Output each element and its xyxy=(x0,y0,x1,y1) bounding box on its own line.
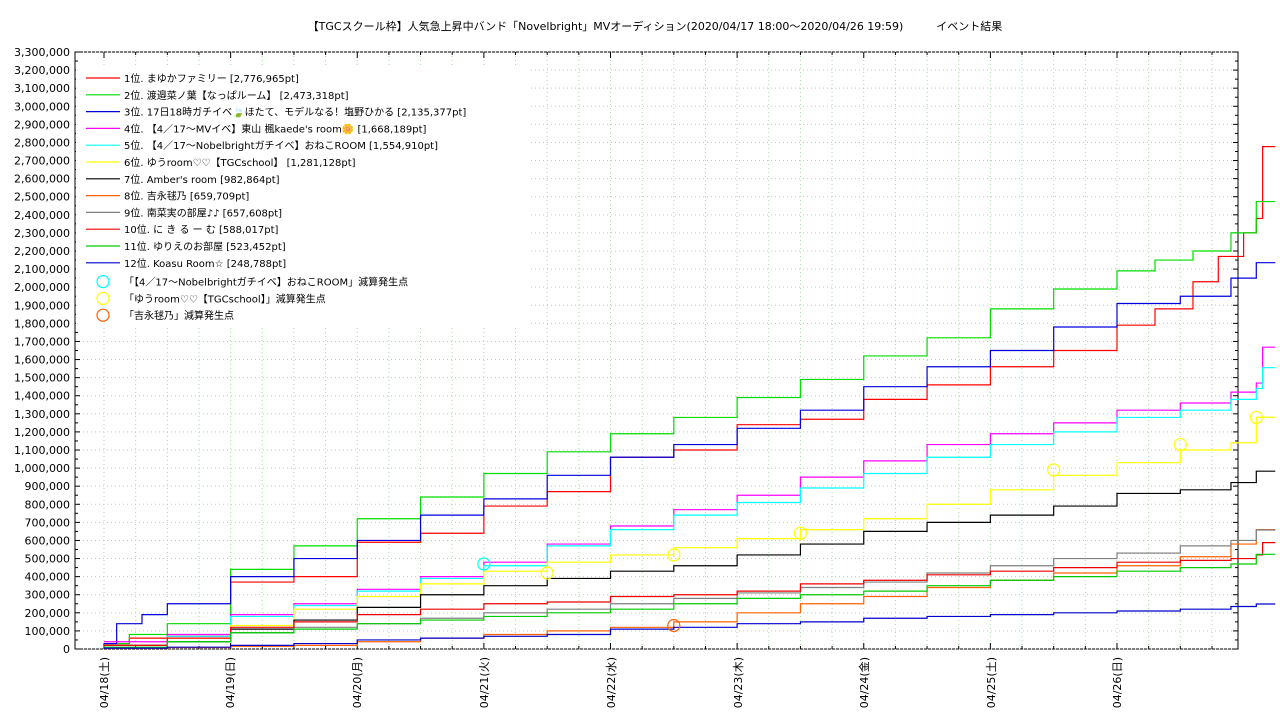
y-tick-label: 100,000 xyxy=(25,625,71,638)
marker-point-2 xyxy=(1249,410,1263,425)
y-tick-label: 1,900,000 xyxy=(14,299,70,312)
y-tick-label: 1,700,000 xyxy=(14,335,70,348)
legend-entry: 10位. に き る ー む [588,017pt] xyxy=(124,223,278,236)
x-tick-label: 04/19(日) xyxy=(224,657,237,708)
legend-entry: 8位. 吉永毬乃 [659,709pt] xyxy=(124,190,249,203)
legend-entry: 7位. Amber's room [982,864pt] xyxy=(124,173,280,186)
y-tick-label: 600,000 xyxy=(25,534,71,547)
legend-entry: 6位. ゆうroom♡♡【TGCschool】 [1,281,128pt] xyxy=(124,156,356,169)
y-tick-label: 200,000 xyxy=(25,607,71,620)
legend-entry: 9位. 南菜実の部屋♪♪ [657,608pt] xyxy=(124,206,282,219)
y-tick-label: 3,300,000 xyxy=(14,46,70,59)
y-tick-label: 900,000 xyxy=(25,480,71,493)
y-tick-label: 1,300,000 xyxy=(14,408,70,421)
legend-entry: 11位. ゆりえのお部屋 [523,452pt] xyxy=(124,240,286,253)
y-tick-label: 2,600,000 xyxy=(14,173,70,186)
marker-point-3 xyxy=(667,618,681,633)
marker-point-2 xyxy=(667,548,681,562)
series-line-11 xyxy=(104,553,1276,648)
x-tick-label: 04/20(月) xyxy=(351,657,364,708)
y-tick-label: 2,800,000 xyxy=(14,136,70,149)
series-line-3 xyxy=(104,262,1276,645)
y-tick-label: 3,100,000 xyxy=(14,82,70,95)
y-tick-label: 2,700,000 xyxy=(14,155,70,168)
y-tick-label: 3,200,000 xyxy=(14,64,70,77)
legend-marker-swatch xyxy=(96,291,110,305)
y-tick-label: 3,000,000 xyxy=(14,100,70,113)
y-tick-label: 300,000 xyxy=(25,589,71,602)
legend-entry: 2位. 渡邉菜ノ葉【なっぱルーム】 [2,473,318pt] xyxy=(124,89,349,102)
series-line-6 xyxy=(104,416,1276,646)
series-line-5 xyxy=(104,367,1276,646)
series-line-4 xyxy=(104,346,1276,643)
x-tick-label: 04/18(土) xyxy=(98,657,111,708)
legend-entry: 「吉永毬乃」減算発生点 xyxy=(124,309,234,322)
chart-title: 【TGCスクール枠】人気急上昇中バンド「Novelbright」MVオーディショ… xyxy=(307,20,1003,33)
legend-marker-swatch xyxy=(96,275,110,289)
legend-entry: 4位. 【4／17〜MVイベ】東山 楓kaede's room🌼 [1,668,… xyxy=(124,122,427,135)
y-tick-label: 2,000,000 xyxy=(14,281,70,294)
y-tick-label: 2,900,000 xyxy=(14,118,70,131)
legend-entry: 「ゆうroom♡♡【TGCschool】」減算発生点 xyxy=(124,292,326,305)
x-tick-label: 04/26(日) xyxy=(1111,657,1124,708)
x-tick-label: 04/22(水) xyxy=(605,657,618,708)
marker-point-2 xyxy=(793,526,808,540)
y-tick-label: 1,200,000 xyxy=(14,426,70,439)
y-tick-label: 1,400,000 xyxy=(14,390,70,403)
y-tick-label: 2,400,000 xyxy=(14,209,70,222)
series-line-12 xyxy=(104,603,1276,649)
y-tick-label: 400,000 xyxy=(25,571,71,584)
x-tick-label: 04/25(土) xyxy=(985,657,998,708)
x-tick-label: 04/23(木) xyxy=(732,657,745,708)
marker-point-2 xyxy=(1173,437,1187,452)
legend-entry: 「【4／17〜Nobelbrightガチイベ】おねこROOM」減算発生点 xyxy=(124,276,408,289)
series-line-7 xyxy=(104,470,1276,646)
legend-marker-swatch xyxy=(96,308,110,322)
y-tick-label: 2,500,000 xyxy=(14,191,70,204)
y-tick-label: 1,100,000 xyxy=(14,444,70,457)
y-tick-label: 1,600,000 xyxy=(14,354,70,367)
y-tick-label: 700,000 xyxy=(25,516,71,529)
marker-point-2 xyxy=(540,566,554,580)
legend-background xyxy=(76,66,531,328)
marker-point-2 xyxy=(1047,463,1061,477)
y-tick-label: 500,000 xyxy=(25,553,71,566)
legend-entry: 5位. 【4／17〜Nobelbrightガチイベ】おねこROOM [1,554… xyxy=(124,139,438,152)
x-tick-label: 04/21(火) xyxy=(478,657,491,708)
y-tick-label: 2,100,000 xyxy=(14,263,70,276)
y-tick-label: 2,200,000 xyxy=(14,245,70,258)
y-tick-label: 1,500,000 xyxy=(14,372,70,385)
y-tick-label: 2,300,000 xyxy=(14,227,70,240)
y-tick-label: 800,000 xyxy=(25,498,71,511)
legend-entry: 12位. Koasu Room☆ [248,788pt] xyxy=(124,257,286,270)
y-tick-label: 0 xyxy=(63,643,70,656)
legend-entry: 3位. 17日18時ガチイベ🍃ほたて、モデルなる！塩野ひかる [2,135,37… xyxy=(124,106,466,119)
series-line-9 xyxy=(104,529,1276,646)
series-line-10 xyxy=(104,542,1276,646)
legend-entry: 1位. まゆかファミリー [2,776,965pt] xyxy=(124,72,299,85)
series-line-8 xyxy=(104,529,1276,649)
x-tick-label: 04/24(金) xyxy=(857,657,871,708)
y-tick-label: 1,800,000 xyxy=(14,317,70,330)
y-tick-label: 1,000,000 xyxy=(14,462,70,475)
marker-point-1 xyxy=(477,557,491,571)
